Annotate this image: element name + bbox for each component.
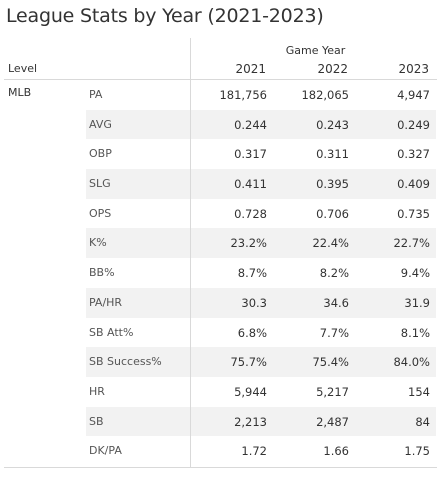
value-2021: 6.8% xyxy=(237,325,267,340)
metric-label: SB Att% xyxy=(89,325,134,339)
year-header-2023[interactable]: 2023 xyxy=(398,62,429,76)
value-2021: 75.7% xyxy=(230,355,267,370)
table-bottom-border xyxy=(4,467,437,468)
metric-label: K% xyxy=(89,236,107,250)
table-row: DK/PA 1.72 1.66 1.75 xyxy=(86,436,436,466)
value-2022: 7.7% xyxy=(319,325,349,340)
value-2022: 5,217 xyxy=(316,384,349,399)
value-2023: 154 xyxy=(408,384,430,399)
metric-label: SB Success% xyxy=(89,355,162,369)
level-label: MLB xyxy=(8,86,32,99)
value-2021: 8.7% xyxy=(237,266,267,281)
metric-label: DK/PA xyxy=(89,444,122,458)
year-header-2021[interactable]: 2021 xyxy=(235,62,266,76)
table-row: SLG 0.411 0.395 0.409 xyxy=(86,169,436,199)
value-2021: 0.411 xyxy=(234,177,267,192)
value-2021: 181,756 xyxy=(219,88,267,102)
value-2022: 1.66 xyxy=(323,444,349,459)
value-2023: 84 xyxy=(415,414,430,429)
value-2022: 8.2% xyxy=(319,266,349,281)
value-2023: 31.9 xyxy=(404,295,430,310)
value-2023: 0.327 xyxy=(397,147,430,162)
value-2021: 0.317 xyxy=(234,147,267,162)
value-2023: 0.249 xyxy=(397,117,430,132)
value-2022: 0.243 xyxy=(316,117,349,132)
table-row: PA 181,756 182,065 4,947 xyxy=(86,80,436,110)
value-2022: 0.395 xyxy=(316,177,349,192)
table-row: OBP 0.317 0.311 0.327 xyxy=(86,139,436,169)
stats-table-body: PA 181,756 182,065 4,947 AVG 0.244 0.243… xyxy=(86,80,436,466)
column-divider xyxy=(190,38,191,468)
value-2023: 8.1% xyxy=(400,325,430,340)
table-row: HR 5,944 5,217 154 xyxy=(86,377,436,407)
metric-label: PA xyxy=(89,88,103,101)
value-2022: 22.4% xyxy=(312,236,349,251)
value-2022: 182,065 xyxy=(301,88,349,102)
value-2023: 0.409 xyxy=(397,177,430,192)
game-year-header: Game Year xyxy=(285,44,346,57)
value-2021: 1.72 xyxy=(241,444,267,459)
value-2022: 2,487 xyxy=(316,414,349,429)
table-row: K% 23.2% 22.4% 22.7% xyxy=(86,228,436,259)
value-2023: 84.0% xyxy=(393,355,430,370)
metric-label: OBP xyxy=(89,147,112,161)
metric-label: PA/HR xyxy=(89,295,123,309)
value-2021: 0.244 xyxy=(234,117,267,132)
table-row: SB 2,213 2,487 84 xyxy=(86,406,436,437)
value-2023: 22.7% xyxy=(393,236,430,251)
metric-label: SB xyxy=(89,414,104,428)
value-2023: 4,947 xyxy=(397,88,430,102)
value-2021: 30.3 xyxy=(241,295,267,310)
table-row: SB Att% 6.8% 7.7% 8.1% xyxy=(86,318,436,348)
value-2022: 0.706 xyxy=(316,206,349,221)
value-2023: 0.735 xyxy=(397,206,430,221)
value-2021: 2,213 xyxy=(234,414,267,429)
value-2022: 75.4% xyxy=(312,355,349,370)
metric-label: AVG xyxy=(89,117,112,131)
value-2021: 23.2% xyxy=(230,236,267,251)
value-2022: 34.6 xyxy=(323,295,349,310)
year-header-2022[interactable]: 2022 xyxy=(317,62,348,76)
table-row: BB% 8.7% 8.2% 9.4% xyxy=(86,258,436,288)
value-2023: 9.4% xyxy=(400,266,430,281)
table-row: AVG 0.244 0.243 0.249 xyxy=(86,109,436,140)
table-row: SB Success% 75.7% 75.4% 84.0% xyxy=(86,347,436,377)
level-header: Level xyxy=(8,62,38,75)
header-divider xyxy=(4,79,437,80)
metric-label: HR xyxy=(89,384,105,398)
metric-label: SLG xyxy=(89,177,111,191)
value-2021: 5,944 xyxy=(234,384,267,399)
value-2023: 1.75 xyxy=(404,444,430,459)
value-2021: 0.728 xyxy=(234,206,267,221)
table-row: OPS 0.728 0.706 0.735 xyxy=(86,199,436,229)
page-title: League Stats by Year (2021-2023) xyxy=(6,5,324,27)
metric-label: OPS xyxy=(89,206,112,220)
value-2022: 0.311 xyxy=(316,147,349,162)
table-row: PA/HR 30.3 34.6 31.9 xyxy=(86,287,436,318)
metric-label: BB% xyxy=(89,266,115,280)
